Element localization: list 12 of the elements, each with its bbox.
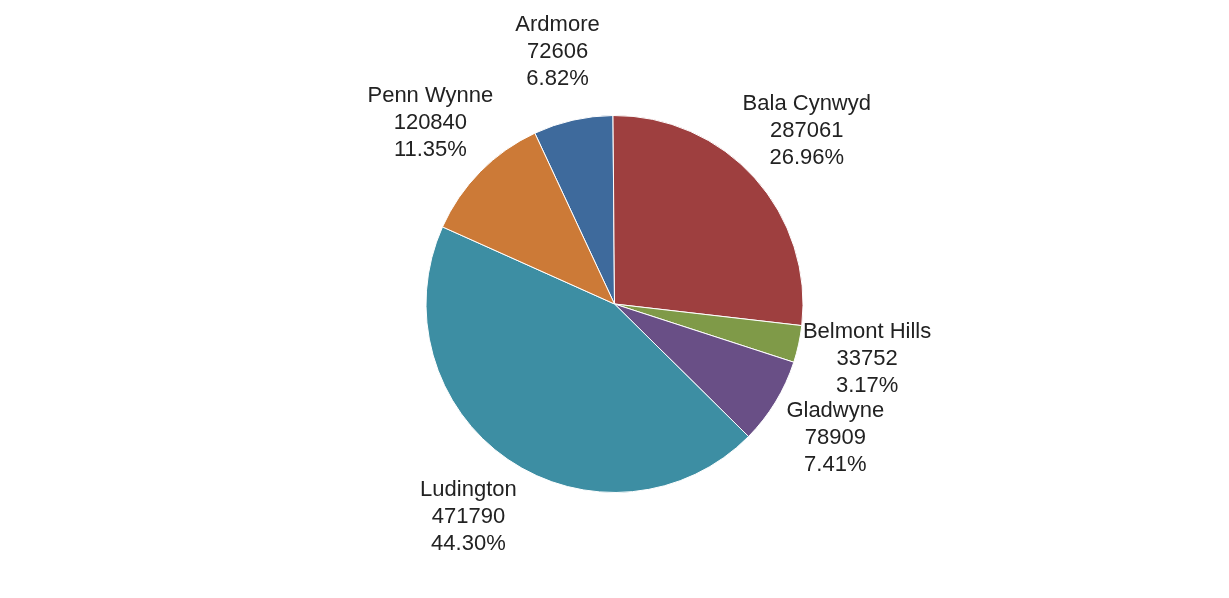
data-label: 120840 11.35%	[393, 108, 468, 161]
data-label: 78909 7.41%	[804, 424, 867, 477]
data-label: 287061 26.96%	[769, 117, 845, 170]
data-label: 72606 6.82%	[526, 37, 589, 90]
slice-label: Bala Cynwyd	[742, 90, 871, 116]
slice-label: Penn Wynne	[367, 81, 494, 107]
slice-label: Ardmore	[515, 10, 600, 36]
slice-label: Ludington	[420, 476, 517, 502]
slice-label: Gladwyne	[786, 397, 885, 423]
data-label: 471790 44.30%	[431, 503, 506, 556]
slice-label: Belmont Hills	[802, 318, 932, 344]
data-label: 33752 3.17%	[835, 345, 899, 398]
